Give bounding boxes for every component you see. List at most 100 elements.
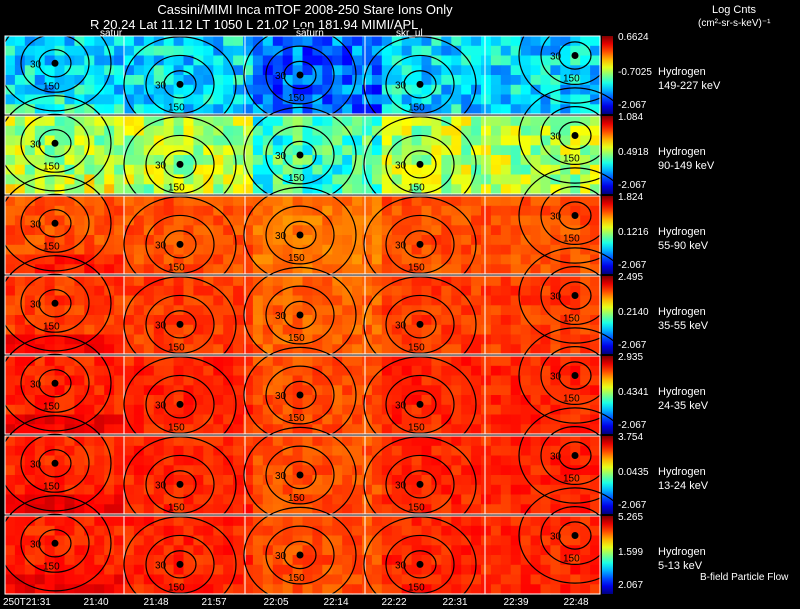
heat-cell — [94, 235, 105, 246]
heat-cell — [451, 365, 462, 377]
heat-cell — [530, 436, 542, 447]
heat-cell — [133, 285, 145, 297]
heat-cell — [322, 104, 333, 115]
colorbar-min: -2.067 — [618, 340, 647, 351]
heat-cell — [451, 225, 462, 236]
heat-cell — [5, 155, 16, 166]
heat-cell — [391, 334, 403, 345]
heat-cell — [193, 305, 204, 316]
heat-cell — [252, 215, 264, 226]
heat-cell — [391, 475, 403, 486]
heat-cell — [193, 36, 204, 47]
heat-cell — [560, 94, 571, 105]
contour-line — [403, 390, 437, 419]
heat-cell — [54, 525, 66, 537]
heat-cell — [510, 276, 522, 287]
heat-cell — [133, 375, 145, 386]
heat-cell — [391, 145, 403, 156]
heat-cell — [64, 395, 75, 406]
heat-cell — [550, 315, 561, 326]
heat-cell — [332, 65, 343, 76]
panel-frame — [4, 355, 601, 435]
heat-cell — [312, 205, 323, 217]
heat-cell — [580, 125, 591, 137]
heat-cell — [570, 516, 581, 527]
heat-cell — [193, 365, 204, 377]
heat-cell — [233, 584, 244, 595]
heat-cell — [371, 254, 383, 265]
heat-cell — [5, 276, 16, 287]
heat-cell — [104, 75, 115, 86]
heat-cell — [213, 116, 224, 127]
colorbar — [602, 196, 613, 274]
heat-cell — [431, 535, 442, 546]
heat-cell — [14, 555, 26, 566]
heat-cell — [560, 285, 571, 297]
heat-cell — [14, 465, 26, 476]
heat-cell — [332, 424, 343, 435]
heat-cell — [500, 436, 512, 447]
heat-cell — [44, 75, 56, 86]
heat-cell — [362, 184, 373, 195]
heat-cell — [272, 545, 284, 556]
heat-cell — [114, 564, 125, 576]
heat-cell — [203, 145, 214, 156]
heat-cell — [114, 465, 125, 476]
heat-cell — [5, 365, 16, 377]
heat-cell — [272, 174, 284, 185]
heat-cell — [431, 196, 442, 207]
heat-cell — [203, 324, 214, 336]
heat-cell — [262, 65, 274, 76]
heat-cell — [302, 55, 313, 66]
heat-cell — [471, 276, 482, 287]
heat-cell — [381, 215, 393, 226]
heat-cell — [371, 445, 383, 457]
heat-cell — [193, 424, 204, 435]
heat-cell — [153, 535, 165, 546]
heat-cell — [540, 235, 551, 246]
heat-cell — [213, 545, 224, 556]
heat-cell — [24, 135, 36, 146]
heat-cell — [500, 104, 512, 115]
heat-cell — [213, 365, 224, 377]
heat-cell — [490, 135, 502, 146]
heat-cell — [54, 215, 66, 226]
heat-cell — [530, 525, 542, 537]
heat-cell — [332, 324, 343, 336]
heat-cell — [510, 535, 522, 546]
heat-cell — [14, 145, 26, 156]
heat-cell — [94, 516, 105, 527]
heat-cell — [282, 164, 294, 176]
heat-cell — [441, 75, 452, 86]
heat-cell — [401, 235, 413, 246]
heat-cell — [54, 574, 66, 585]
heat-cell — [391, 55, 403, 66]
heat-cell — [411, 484, 423, 496]
heat-cell — [203, 555, 214, 566]
heat-cell — [94, 344, 105, 355]
heat-cell — [401, 334, 413, 345]
heat-cell — [451, 344, 462, 355]
heat-cell — [143, 535, 155, 546]
heat-cell — [570, 305, 581, 316]
heat-cell — [371, 125, 383, 137]
heat-cell — [421, 244, 432, 256]
heat-cell — [114, 324, 125, 336]
heat-cell — [500, 465, 512, 476]
heat-cell — [74, 36, 85, 47]
heat-cell — [302, 564, 313, 576]
contour-line — [558, 281, 592, 310]
heat-cell — [54, 395, 66, 406]
heat-cell — [332, 215, 343, 226]
heat-cell — [243, 385, 254, 396]
heat-cell — [24, 385, 36, 396]
heat-cell — [183, 235, 194, 246]
heat-cell — [243, 494, 254, 505]
heat-cell — [391, 94, 403, 105]
heat-cell — [292, 564, 304, 576]
heat-cell — [550, 436, 561, 447]
heat-cell — [322, 436, 333, 447]
heat-cell — [302, 555, 313, 566]
heat-cell — [352, 264, 363, 275]
heat-cell — [223, 36, 234, 47]
